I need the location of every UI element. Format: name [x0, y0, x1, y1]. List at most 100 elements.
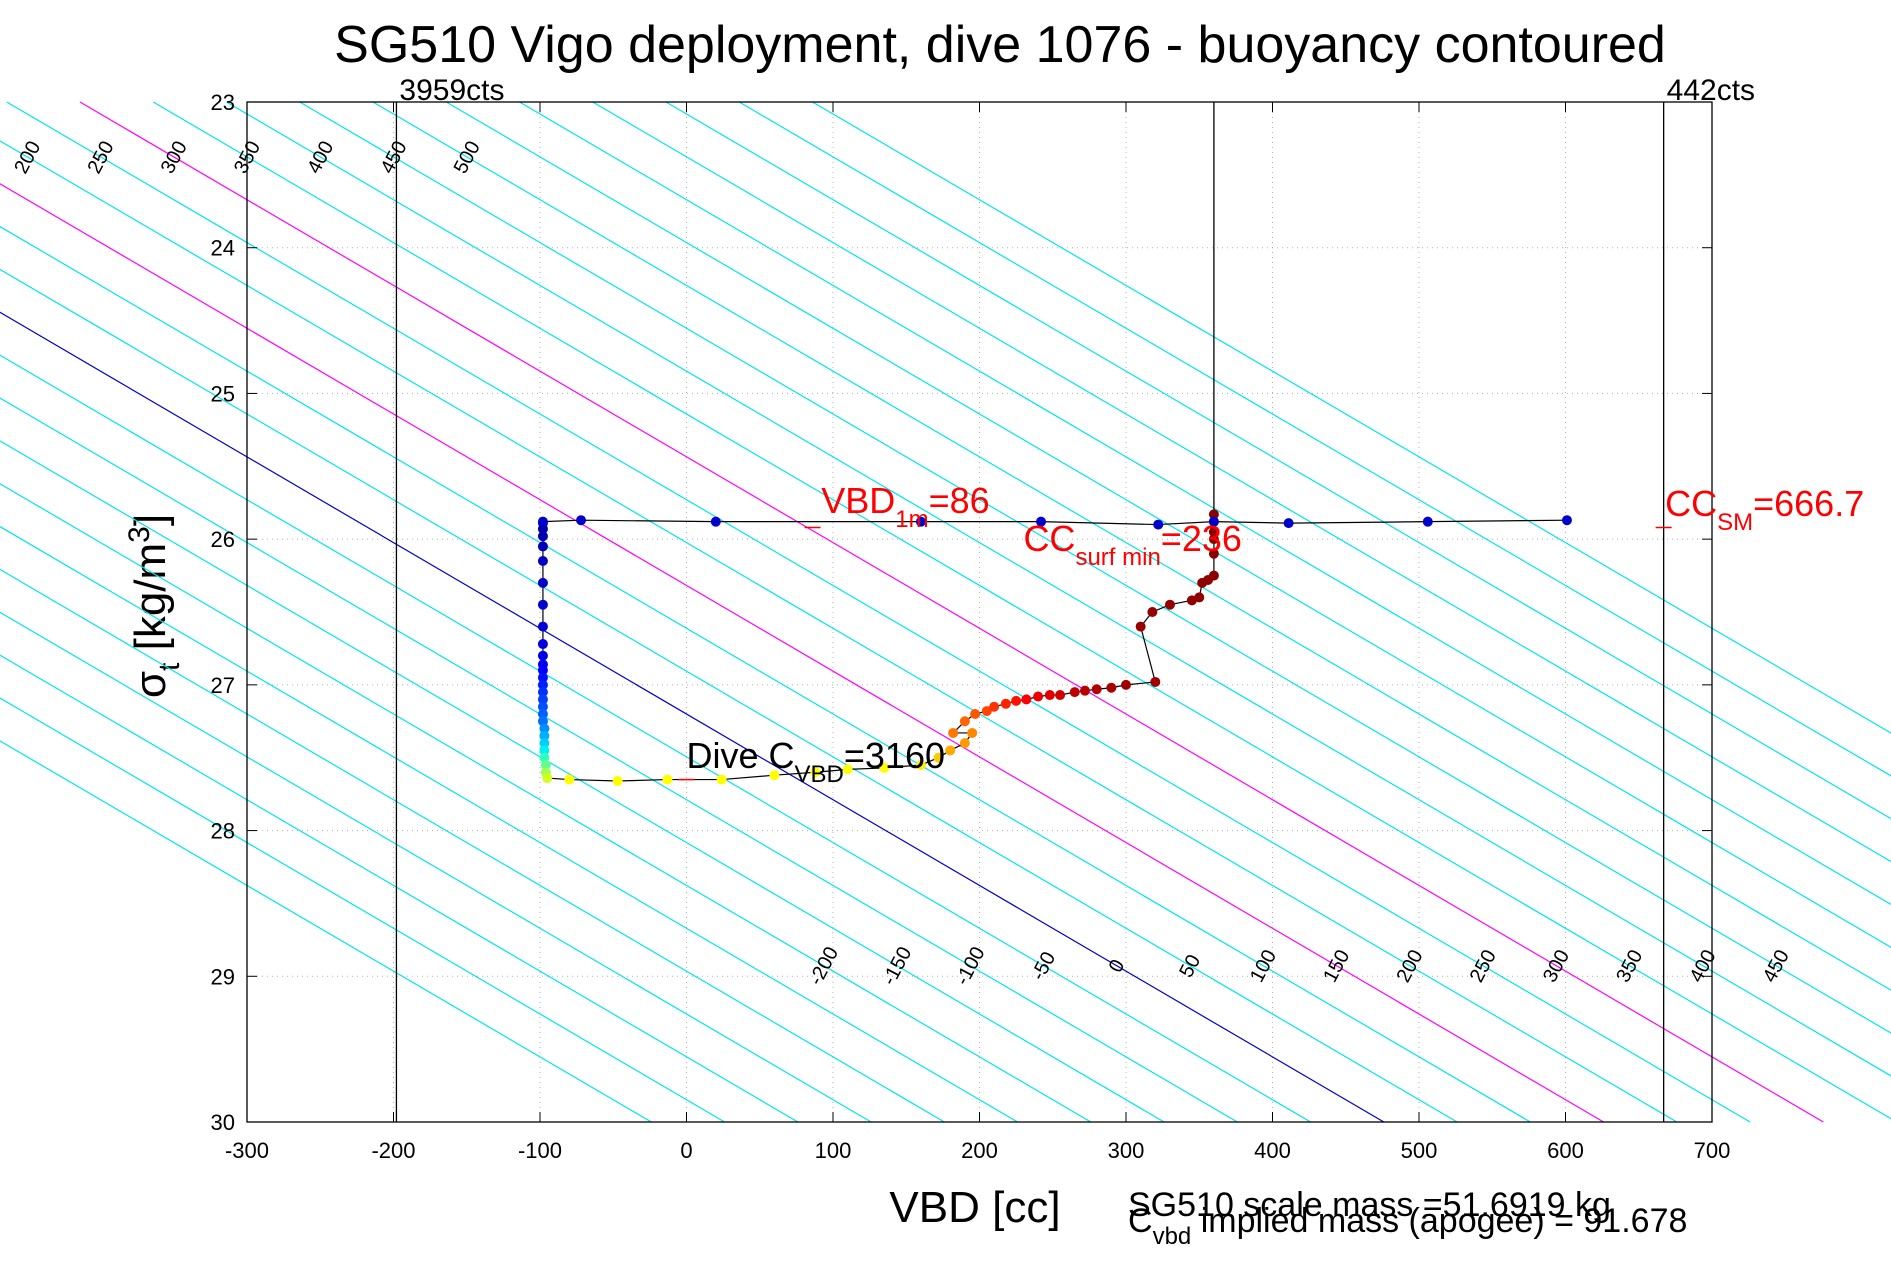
- x-tick-label: -100: [518, 1138, 562, 1163]
- data-point-profile: [1208, 570, 1219, 581]
- data-point-surface: [1283, 518, 1294, 529]
- chart-title: SG510 Vigo deployment, dive 1076 - buoya…: [334, 16, 1666, 74]
- buoyancy-contour-800: [812, 101, 1891, 734]
- footer-implied-mass: Cvbd implied mass (apogee) = 91.678: [1128, 1202, 1687, 1250]
- buoyancy-contour--250: [0, 525, 1018, 1123]
- data-point-profile: [537, 650, 548, 661]
- annotation-sub: SM: [1717, 509, 1753, 536]
- data-point-profile: [1147, 607, 1158, 617]
- y-axis-label-main: σ: [126, 671, 175, 698]
- buoyancy-contour-500: [372, 101, 1891, 991]
- buoyancy-contour-600: [519, 101, 1891, 906]
- footer-implied-sub: vbd: [1153, 1223, 1192, 1250]
- x-tick-label: 100: [815, 1138, 852, 1163]
- data-point-profile: [989, 701, 1000, 712]
- buoyancy-contour-200: [0, 140, 1678, 1123]
- y-axis-label-close: ]: [126, 514, 175, 526]
- buoyancy-contour-150: [0, 183, 1604, 1123]
- data-point-profile: [537, 621, 548, 632]
- y-tick-label: 29: [211, 964, 235, 989]
- data-point-surface: [710, 516, 721, 527]
- buoyancy-contour--50: [0, 354, 1311, 1123]
- y-axis-label-sub: t: [153, 662, 186, 671]
- annotation-rest: =236: [1161, 518, 1242, 559]
- buoyancy-contour--400: [0, 654, 799, 1123]
- annotation-0: VBD1m=86: [821, 480, 989, 533]
- data-point-surface: [576, 515, 587, 526]
- data-point-profile: [981, 706, 992, 717]
- data-point-profile: [537, 541, 548, 552]
- buoyancy-contour-550: [445, 101, 1891, 948]
- data-point-profile: [542, 773, 553, 784]
- plot-area: -450-400-350-300-250-200-150-100-5005010…: [0, 74, 1891, 1163]
- data-point-profile: [1011, 695, 1022, 706]
- data-point-profile: [945, 745, 956, 756]
- data-point-profile: [842, 764, 853, 775]
- data-point-profile: [1150, 676, 1161, 687]
- y-tick-label: 24: [211, 236, 235, 261]
- data-point-profile: [915, 760, 926, 770]
- data-point-profile: [1121, 679, 1131, 690]
- y-tick-label: 25: [211, 381, 235, 406]
- data-point-profile: [1091, 684, 1102, 695]
- x-axis-label: VBD [cc]: [889, 1183, 1060, 1232]
- x-tick-label: -200: [371, 1138, 415, 1163]
- data-point-profile: [537, 599, 548, 610]
- buoyancy-contour-250: [6, 101, 1751, 1123]
- buoyancy-contour-450: [299, 101, 1891, 1034]
- data-point-profile: [959, 738, 970, 749]
- data-point-surface: [1561, 515, 1572, 526]
- annotation-1: CCsurf min=236: [1023, 518, 1241, 571]
- data-point-profile: [879, 762, 890, 773]
- data-point-profile: [948, 727, 959, 738]
- data-point-profile: [716, 774, 727, 785]
- data-point-profile: [662, 774, 673, 785]
- data-point-surface: [1036, 516, 1047, 527]
- buoyancy-contour-100: [0, 225, 1531, 1123]
- y-tick-label: 26: [211, 527, 235, 552]
- data-point-surface: [915, 516, 926, 527]
- data-point-surface: [1208, 516, 1219, 527]
- annotation-main: CC: [1023, 518, 1075, 559]
- x-tick-label: 500: [1401, 1138, 1438, 1163]
- annotation-sub: VBD: [795, 761, 844, 788]
- footer-implied-main: C: [1128, 1202, 1153, 1240]
- annotation-rest: =666.7: [1753, 483, 1864, 524]
- data-point-surface: [1153, 519, 1164, 530]
- x-tick-label: 200: [961, 1138, 998, 1163]
- buoyancy-contour-400: [226, 101, 1891, 1077]
- annotation-rest: =86: [929, 480, 990, 521]
- data-point-profile: [1135, 621, 1146, 632]
- buoyancy-contour--150: [0, 440, 1165, 1123]
- data-point-profile: [970, 709, 981, 719]
- series-line-surface: [542, 519, 1567, 526]
- x-tick-label: 300: [1108, 1138, 1145, 1163]
- data-point-profile: [612, 776, 623, 787]
- x-tick-label: -300: [225, 1138, 269, 1163]
- data-point-profile: [1069, 687, 1080, 698]
- annotation-sub: 1m: [895, 506, 928, 533]
- data-point-surface: [537, 516, 548, 527]
- annotation-2: CCSM=666.7: [1665, 483, 1864, 536]
- data-point-profile: [1044, 690, 1055, 701]
- data-point-profile: [1033, 691, 1044, 702]
- buoyancy-contour-650: [592, 101, 1891, 863]
- y-axis-label: σt [kg/m3]: [123, 514, 186, 698]
- buoyancy-contour--300: [0, 568, 945, 1123]
- footer-scale-mass: SG510 scale mass =51.6919 kg: [1128, 1186, 1611, 1224]
- buoyancy-contour-350: [152, 101, 1891, 1120]
- data-point-profile: [1208, 526, 1219, 537]
- data-point-profile: [933, 752, 944, 763]
- data-point-profile: [537, 639, 548, 650]
- data-point-profile: [1106, 682, 1117, 693]
- x-tick-label: 400: [1254, 1138, 1291, 1163]
- data-point-profile: [1055, 690, 1066, 701]
- data-point-profile: [1208, 548, 1219, 559]
- data-point-profile: [564, 774, 575, 785]
- data-point-profile: [1164, 599, 1175, 610]
- data-point-profile: [1079, 685, 1090, 696]
- buoyancy-contour-50: [0, 268, 1458, 1123]
- y-axis-label-sup: 3: [123, 526, 156, 543]
